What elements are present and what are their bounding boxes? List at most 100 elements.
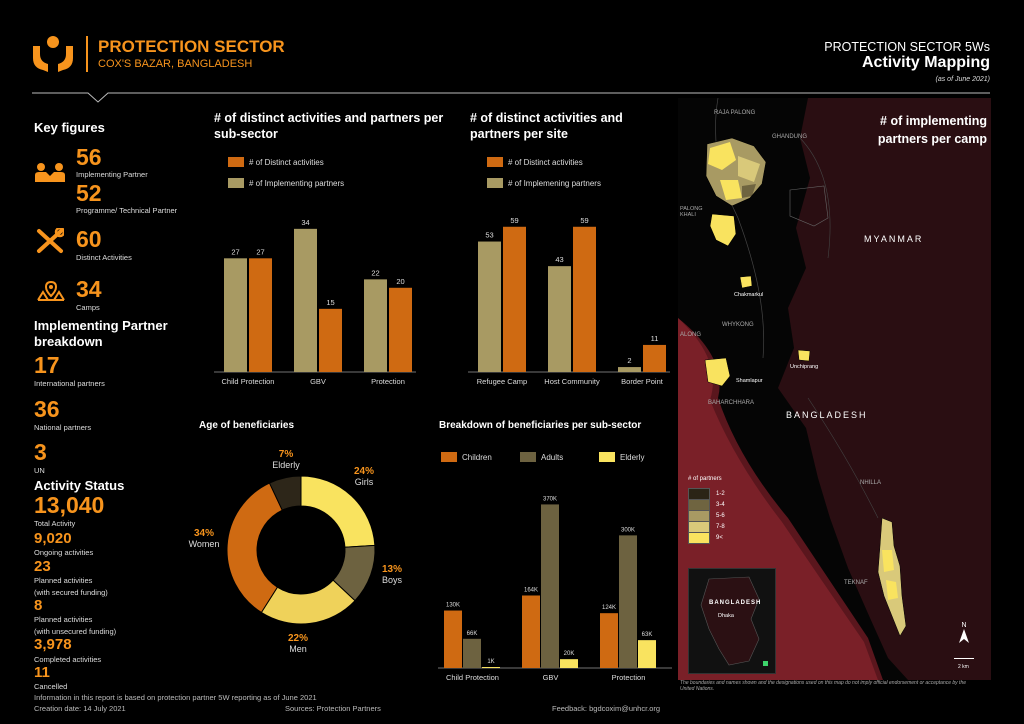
map-legend-row: 9< bbox=[688, 531, 725, 544]
bar bbox=[618, 367, 641, 372]
camp-unchiprang bbox=[797, 349, 811, 362]
map-legend-row: 3-4 bbox=[688, 498, 725, 511]
legend-swatch bbox=[441, 452, 457, 462]
bar bbox=[319, 308, 342, 372]
bar bbox=[444, 610, 462, 668]
label-palong-khali: PALONG KHALI bbox=[680, 206, 703, 218]
map-legend-label: 9< bbox=[716, 534, 723, 541]
chart1-title: # of distinct activities and partners pe… bbox=[214, 111, 444, 141]
legend-label: # of Implementing partners bbox=[249, 178, 345, 188]
category-label: Child Protection bbox=[222, 377, 275, 386]
map-legend-label: 1-2 bbox=[716, 490, 725, 497]
tools-icon bbox=[36, 226, 66, 259]
legend-swatch bbox=[520, 452, 536, 462]
legend-label: # of Implemening partners bbox=[508, 178, 601, 188]
bar bbox=[364, 279, 387, 372]
inset-shape bbox=[700, 576, 768, 666]
national-value: 36 bbox=[34, 396, 60, 422]
slice-value-label: 13% bbox=[382, 564, 402, 575]
protection-hands-icon bbox=[33, 36, 73, 72]
camp-shamlapur bbox=[704, 357, 731, 387]
chart-beneficiaries-per-subsector: 130K 66K 1K Child Protection 164K 370K 20K GBV 1… bbox=[438, 496, 672, 682]
bar bbox=[389, 287, 412, 372]
map-legend-row: 5-6 bbox=[688, 509, 725, 522]
footer-feedback: Feedback: bgdcoxim@unhcr.org bbox=[552, 704, 661, 713]
slice-name-label: Men bbox=[289, 644, 307, 654]
camps-value: 34 bbox=[76, 276, 102, 302]
bar-value-label: 34 bbox=[301, 218, 309, 227]
label-whykong: WHYKONG bbox=[722, 322, 754, 328]
chart3-title: Age of beneficiaries bbox=[199, 420, 295, 431]
chart4-legend-children: Children bbox=[441, 452, 492, 462]
implementing-partner-label: Implementing Partner bbox=[76, 170, 148, 179]
legend-label: # of Distinct activities bbox=[508, 157, 583, 167]
bar bbox=[224, 258, 247, 372]
legend-swatch bbox=[228, 178, 244, 188]
chart-activities-per-subsector: 27 27 Child Protection 34 15 GBV 22 20 Protectio… bbox=[214, 218, 416, 386]
bar bbox=[548, 266, 571, 372]
map-legend-row: 1-2 bbox=[688, 487, 725, 500]
legend-label: Children bbox=[462, 452, 492, 462]
map-legend-label: 5-6 bbox=[716, 512, 725, 519]
bar-value-label: 59 bbox=[580, 216, 588, 225]
planned-unsecured-label: Planned activities bbox=[34, 615, 93, 624]
as-of-date: (as of June 2021) bbox=[935, 76, 990, 83]
bar-value-label: 22 bbox=[371, 268, 379, 277]
category-label: Child Protection bbox=[446, 673, 499, 682]
activity-status-heading: Activity Status bbox=[34, 478, 125, 493]
report-name: PROTECTION SECTOR 5Ws bbox=[824, 40, 990, 54]
label-teknaf: TEKNAF bbox=[844, 580, 868, 586]
inset-map: BANGLADESH Dhaka bbox=[688, 568, 776, 674]
cancelled-label: Cancelled bbox=[34, 682, 68, 691]
ongoing-value: 9,020 bbox=[34, 530, 72, 547]
category-label: GBV bbox=[543, 673, 559, 682]
category-label: GBV bbox=[310, 377, 326, 386]
bar bbox=[478, 241, 501, 372]
chart-activities-per-site: 53 59 Refugee Camp 43 59 Host Community 2 11 Bor… bbox=[468, 216, 670, 386]
map-disclaimer: The boundaries and names shown and the d… bbox=[680, 680, 967, 692]
planned-unsecured-note: (with unsecured funding) bbox=[34, 627, 117, 636]
implementing-partner-value: 56 bbox=[76, 144, 102, 170]
category-label: Host Community bbox=[544, 377, 600, 386]
camp-chakmarkul bbox=[739, 275, 753, 289]
chart-age-of-beneficiaries: 24%Girls 13%Boys 22%Men 34%Women 7%Elderly bbox=[189, 449, 403, 654]
bar bbox=[463, 638, 481, 668]
legend-label: Adults bbox=[541, 452, 564, 462]
bar-value-label: 124K bbox=[602, 605, 616, 611]
chart2-legend-partners: # of Implemening partners bbox=[487, 178, 601, 188]
bar-value-label: 53 bbox=[485, 231, 493, 240]
camp-icon bbox=[36, 280, 66, 307]
bar-value-label: 20 bbox=[396, 277, 404, 286]
bar-value-label: 66K bbox=[467, 631, 478, 637]
north-arrow-icon bbox=[959, 629, 969, 643]
category-label: Protection bbox=[612, 673, 646, 682]
bar-value-label: 164K bbox=[524, 587, 538, 593]
north-arrow: N bbox=[958, 622, 970, 648]
donut-slice bbox=[226, 482, 283, 614]
un-label: UN bbox=[34, 466, 45, 475]
legend-swatch bbox=[599, 452, 615, 462]
programme-partner-label: Programme/ Technical Partner bbox=[76, 206, 178, 215]
key-figures-heading: Key figures bbox=[34, 120, 105, 135]
slice-value-label: 24% bbox=[354, 466, 374, 477]
bar-value-label: 370K bbox=[543, 496, 557, 502]
bar bbox=[643, 344, 666, 372]
completed-label: Completed activities bbox=[34, 655, 102, 664]
bar bbox=[249, 258, 272, 372]
legend-label: # of Distinct activities bbox=[249, 157, 324, 167]
header-divider bbox=[86, 36, 88, 72]
category-label: Protection bbox=[371, 377, 405, 386]
bar bbox=[560, 659, 578, 668]
header-subtitle: COX'S BAZAR, BANGLADESH bbox=[98, 58, 253, 70]
bar bbox=[600, 613, 618, 668]
label-nhilla: NHILLA bbox=[860, 480, 882, 486]
report-title: Activity Mapping bbox=[861, 54, 990, 71]
legend-swatch bbox=[228, 157, 244, 167]
cancelled-value: 11 bbox=[34, 664, 50, 681]
map-legend-row: 7-8 bbox=[688, 520, 725, 533]
label-bangladesh: BANGLADESH bbox=[786, 410, 868, 420]
international-value: 17 bbox=[34, 352, 60, 378]
scale-bar bbox=[954, 658, 974, 659]
slice-value-label: 22% bbox=[288, 633, 308, 644]
activities-label: Distinct Activities bbox=[76, 253, 132, 262]
